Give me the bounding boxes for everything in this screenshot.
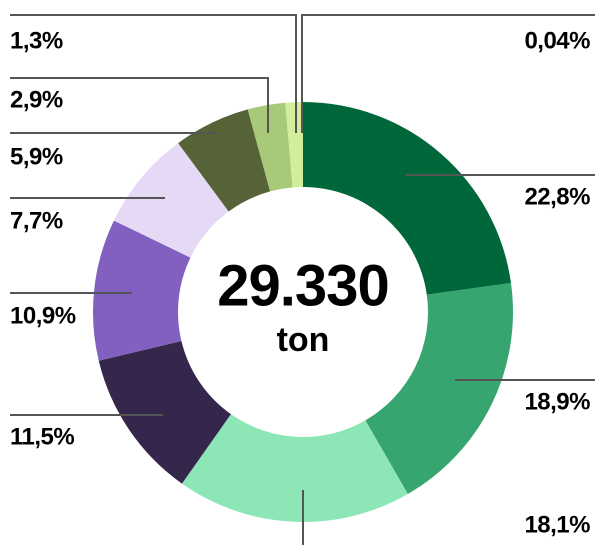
center-unit: ton <box>277 321 330 359</box>
donut-segment <box>93 220 191 361</box>
leader-lines <box>10 14 595 545</box>
value-label: 18,9% <box>524 388 590 415</box>
value-label: 1,3% <box>10 27 63 54</box>
donut-segment <box>303 102 511 295</box>
value-label: 18,1% <box>524 511 590 538</box>
value-label: 10,9% <box>10 302 76 329</box>
value-label: 22,8% <box>524 183 590 210</box>
donut <box>93 102 513 523</box>
value-label: 11,5% <box>10 423 74 450</box>
leader-line <box>10 77 269 133</box>
donut-segment <box>181 414 408 523</box>
value-label: 0,04% <box>524 27 590 54</box>
donut-segment <box>247 102 293 192</box>
donut-segment <box>365 282 513 494</box>
center-value: 29.330 <box>217 253 388 318</box>
leader-line <box>301 14 595 133</box>
donut-segment <box>285 102 303 188</box>
value-label: 2,9% <box>10 86 63 113</box>
value-label: 7,7% <box>10 207 63 234</box>
value-label: 5,9% <box>10 143 63 170</box>
leader-line <box>10 14 297 133</box>
donut-segment <box>113 143 229 258</box>
donut-segment <box>98 341 231 484</box>
donut-segment <box>178 109 271 212</box>
